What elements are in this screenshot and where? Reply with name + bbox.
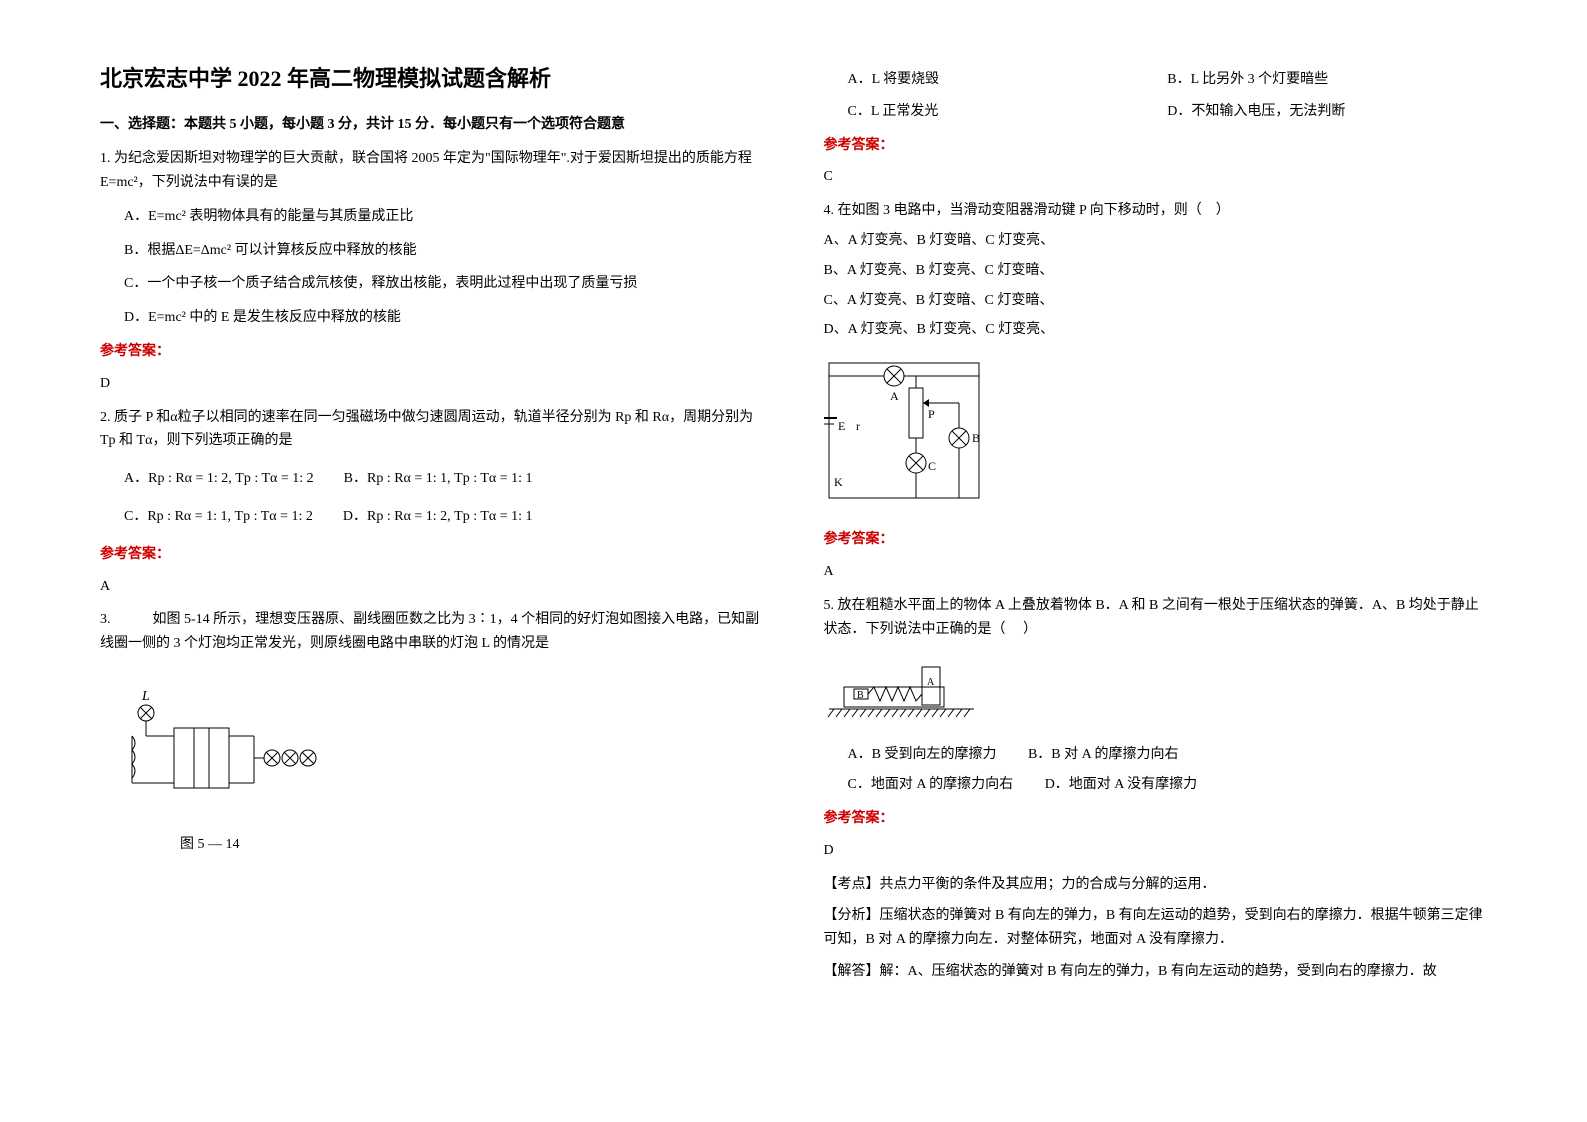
- q3-answer: C: [824, 165, 1488, 189]
- q2-opt-b: B．Rp : Rα = 1: 1, Tp : Tα = 1: 1: [344, 467, 533, 491]
- q5-opt-a: A．B 受到向左的摩擦力: [848, 743, 997, 767]
- q1-answer-label: 参考答案：: [100, 340, 764, 364]
- q2-answer-label: 参考答案：: [100, 543, 764, 567]
- q2-opt-d: D．Rp : Rα = 1: 2, Tp : Tα = 1: 1: [343, 505, 533, 529]
- svg-text:A: A: [927, 677, 935, 688]
- q4-opt-d: D、A 灯变亮、B 灯变亮、C 灯变亮、: [824, 318, 1488, 342]
- q1-opt-d: D．E=mc² 中的 E 是发生核反应中释放的核能: [124, 306, 764, 330]
- spring-diagram: B A: [824, 657, 984, 727]
- q2-opt-c: C．Rp : Rα = 1: 1, Tp : Tα = 1: 2: [124, 505, 313, 529]
- question-1: 1. 为纪念爱因斯坦对物理学的巨大贡献，联合国将 2005 年定为"国际物理年"…: [100, 147, 764, 330]
- section-1-header: 一、选择题：本题共 5 小题，每小题 3 分，共计 15 分．每小题只有一个选项…: [100, 113, 764, 137]
- q5-opt-d: D．地面对 A 没有摩擦力: [1045, 773, 1197, 797]
- page-title: 北京宏志中学 2022 年高二物理模拟试题含解析: [100, 60, 764, 97]
- q5-analysis-solve: 【解答】解：A、压缩状态的弹簧对 B 有向左的弹力，B 有向左运动的趋势，受到向…: [824, 960, 1488, 984]
- q1-answer: D: [100, 372, 764, 396]
- circuit-diagram: A E r K P: [824, 358, 994, 508]
- q1-opt-c: C．一个中子核一个质子结合成氘核使，释放出核能，表明此过程中出现了质量亏损: [124, 272, 764, 296]
- q2-options-row2: C．Rp : Rα = 1: 1, Tp : Tα = 1: 2 D．Rp : …: [100, 505, 764, 529]
- q3-caption: 图 5 — 14: [100, 833, 764, 857]
- q3-options: A．L 将要烧毁 B．L 比另外 3 个灯要暗些 C．L 正常发光 D．不知输入…: [824, 68, 1488, 124]
- question-5: 5. 放在粗糙水平面上的物体 A 上叠放着物体 B．A 和 B 之间有一根处于压…: [824, 594, 1488, 797]
- svg-text:P: P: [928, 407, 935, 421]
- q3-opt-a: A．L 将要烧毁: [848, 68, 1168, 92]
- svg-text:r: r: [856, 419, 860, 433]
- right-column: A．L 将要烧毁 B．L 比另外 3 个灯要暗些 C．L 正常发光 D．不知输入…: [824, 60, 1488, 1082]
- q1-stem: 1. 为纪念爱因斯坦对物理学的巨大贡献，联合国将 2005 年定为"国际物理年"…: [100, 147, 764, 195]
- transformer-svg: L: [124, 678, 324, 818]
- q2-stem: 2. 质子 P 和α粒子以相同的速率在同一匀强磁场中做匀速圆周运动，轨道半径分别…: [100, 406, 764, 454]
- transformer-diagram: L: [124, 678, 324, 818]
- spring-svg: B A: [824, 657, 984, 727]
- question-3: 3. 如图 5-14 所示，理想变压器原、副线圈匝数之比为 3∶1，4 个相同的…: [100, 608, 764, 856]
- q3-opts-row2: C．L 正常发光 D．不知输入电压，无法判断: [848, 100, 1488, 124]
- q3-opt-b: B．L 比另外 3 个灯要暗些: [1167, 68, 1487, 92]
- q5-analysis-text: 【分析】压缩状态的弹簧对 B 有向左的弹力，B 有向左运动的趋势，受到向右的摩擦…: [824, 904, 1488, 952]
- q4-opt-a: A、A 灯变亮、B 灯变暗、C 灯变亮、: [824, 229, 1488, 253]
- q3-stem: 3. 如图 5-14 所示，理想变压器原、副线圈匝数之比为 3∶1，4 个相同的…: [100, 608, 764, 656]
- q3-opt-c: C．L 正常发光: [848, 100, 1168, 124]
- q2-options-row1: A．Rp : Rα = 1: 2, Tp : Tα = 1: 2 B．Rp : …: [100, 467, 764, 491]
- svg-text:L: L: [141, 689, 150, 704]
- question-2: 2. 质子 P 和α粒子以相同的速率在同一匀强磁场中做匀速圆周运动，轨道半径分别…: [100, 406, 764, 529]
- q5-analysis-point: 【考点】共点力平衡的条件及其应用；力的合成与分解的运用．: [824, 873, 1488, 897]
- q3-answer-label: 参考答案：: [824, 134, 1488, 158]
- question-4: 4. 在如图 3 电路中，当滑动变阻器滑动键 P 向下移动时，则（ ） A、A …: [824, 199, 1488, 518]
- q2-answer: A: [100, 575, 764, 599]
- q1-options: A．E=mc² 表明物体具有的能量与其质量成正比 B．根据ΔE=Δmc² 可以计…: [100, 205, 764, 330]
- svg-text:B: B: [857, 690, 864, 701]
- q4-answer: A: [824, 560, 1488, 584]
- q5-opts-row1: A．B 受到向左的摩擦力 B．B 对 A 的摩擦力向右: [824, 743, 1488, 767]
- q5-answer: D: [824, 839, 1488, 863]
- q5-answer-label: 参考答案：: [824, 807, 1488, 831]
- q5-opt-b: B．B 对 A 的摩擦力向右: [1028, 743, 1179, 767]
- q5-analysis: 【考点】共点力平衡的条件及其应用；力的合成与分解的运用． 【分析】压缩状态的弹簧…: [824, 873, 1488, 984]
- q3-opts-row1: A．L 将要烧毁 B．L 比另外 3 个灯要暗些: [848, 68, 1488, 92]
- q4-opt-b: B、A 灯变亮、B 灯变亮、C 灯变暗、: [824, 259, 1488, 283]
- q5-opts-row2: C．地面对 A 的摩擦力向右 D．地面对 A 没有摩擦力: [824, 773, 1488, 797]
- q2-opt-a: A．Rp : Rα = 1: 2, Tp : Tα = 1: 2: [124, 467, 314, 491]
- left-column: 北京宏志中学 2022 年高二物理模拟试题含解析 一、选择题：本题共 5 小题，…: [100, 60, 764, 1082]
- svg-text:A: A: [890, 389, 899, 403]
- page-columns: 北京宏志中学 2022 年高二物理模拟试题含解析 一、选择题：本题共 5 小题，…: [100, 60, 1487, 1082]
- q3-opt-d: D．不知输入电压，无法判断: [1167, 100, 1487, 124]
- q1-opt-b: B．根据ΔE=Δmc² 可以计算核反应中释放的核能: [124, 239, 764, 263]
- q5-opt-c: C．地面对 A 的摩擦力向右: [848, 773, 1014, 797]
- q4-opt-c: C、A 灯变亮、B 灯变暗、C 灯变暗、: [824, 289, 1488, 313]
- svg-text:C: C: [928, 459, 936, 473]
- q4-answer-label: 参考答案：: [824, 528, 1488, 552]
- q1-opt-a: A．E=mc² 表明物体具有的能量与其质量成正比: [124, 205, 764, 229]
- svg-text:K: K: [834, 475, 843, 489]
- svg-text:E: E: [838, 419, 845, 433]
- circuit-svg: A E r K P: [824, 358, 994, 508]
- q5-stem: 5. 放在粗糙水平面上的物体 A 上叠放着物体 B．A 和 B 之间有一根处于压…: [824, 594, 1488, 642]
- q4-stem: 4. 在如图 3 电路中，当滑动变阻器滑动键 P 向下移动时，则（ ）: [824, 199, 1488, 223]
